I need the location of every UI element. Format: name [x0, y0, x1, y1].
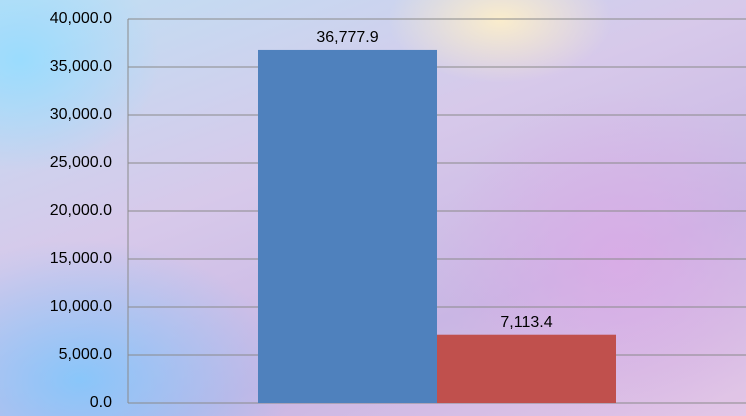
bar: [258, 49, 437, 403]
data-label: 36,777.9: [316, 29, 378, 46]
y-tick-label: 20,000.0: [50, 202, 112, 219]
bar: [437, 334, 616, 403]
y-tick-label: 0.0: [90, 394, 112, 411]
y-tick-label: 40,000.0: [50, 10, 112, 27]
y-tick-label: 5,000.0: [59, 346, 112, 363]
y-tick-label: 10,000.0: [50, 298, 112, 315]
y-tick-label: 35,000.0: [50, 58, 112, 75]
data-label: 7,113.4: [500, 314, 552, 331]
y-tick-label: 30,000.0: [50, 106, 112, 123]
y-tick-label: 15,000.0: [50, 250, 112, 267]
y-tick-label: 25,000.0: [50, 154, 112, 171]
